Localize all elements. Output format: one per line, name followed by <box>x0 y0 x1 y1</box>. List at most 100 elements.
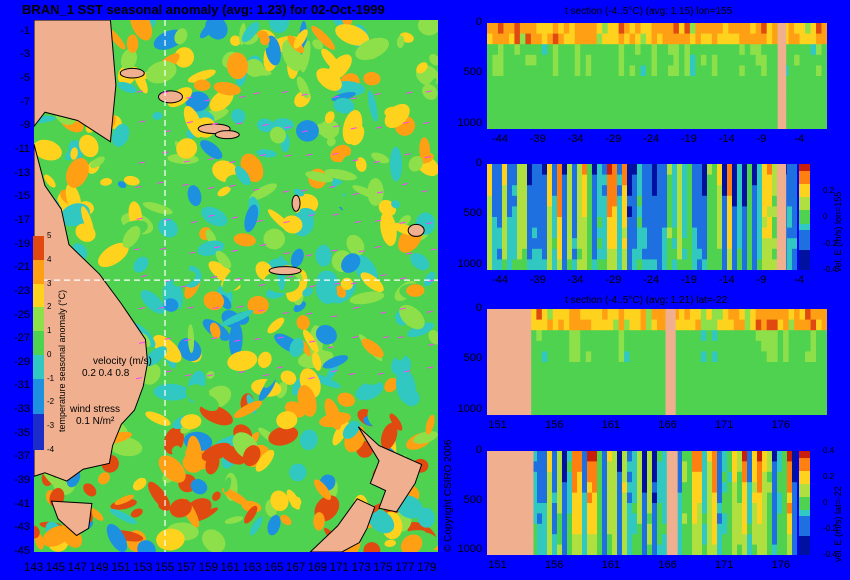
section-cell <box>547 23 554 35</box>
section-cell <box>816 309 823 321</box>
anomaly-cell <box>312 352 322 371</box>
map-x-tick: 165 <box>264 562 284 574</box>
section-cell <box>503 65 510 77</box>
colorbar-segment <box>799 183 810 191</box>
section-cell <box>772 404 779 415</box>
section-cell <box>567 534 573 546</box>
section-cell <box>629 44 636 56</box>
anomaly-cell <box>359 317 383 336</box>
section-cell <box>732 195 738 207</box>
section-cell <box>557 492 563 504</box>
section-cell <box>702 482 708 494</box>
section-cell <box>700 76 707 88</box>
section-cell <box>607 23 614 35</box>
section-cell <box>591 107 598 119</box>
section-cell <box>750 118 757 129</box>
section-cell <box>607 174 613 186</box>
section-cell <box>805 33 812 45</box>
section-cell <box>622 451 628 462</box>
colorbar-segment <box>799 263 810 270</box>
section-cell <box>612 185 618 197</box>
section-cell <box>722 362 729 374</box>
section-cell <box>640 372 647 384</box>
section-cell <box>577 451 583 462</box>
section-cell <box>727 503 733 514</box>
section-cell <box>657 23 664 35</box>
section-cell <box>777 393 784 405</box>
anomaly-cell <box>363 71 381 86</box>
section-cell <box>728 383 735 395</box>
section-cell <box>752 185 758 197</box>
section-cell <box>527 217 533 229</box>
section-cell <box>792 534 797 546</box>
section-cell <box>632 451 638 462</box>
section-cell <box>757 523 763 535</box>
section-cell <box>702 195 708 207</box>
section-cell <box>783 309 790 321</box>
anomaly-cell <box>366 20 381 29</box>
wind-vector <box>138 307 145 310</box>
section-cell <box>722 107 729 119</box>
section-cell <box>497 217 503 229</box>
island-land <box>268 266 302 276</box>
section-cell <box>657 482 663 494</box>
section-cell <box>695 319 702 331</box>
section-cell <box>574 118 581 129</box>
anomaly-cell <box>267 514 281 536</box>
colorbar-segment <box>799 164 810 171</box>
section-cell <box>541 97 548 109</box>
colorbar-segment <box>799 548 810 555</box>
section-cell <box>552 174 558 186</box>
section-cell <box>772 65 779 77</box>
section-cell <box>547 534 553 546</box>
colorbar-segment <box>33 319 44 331</box>
section-cell <box>627 534 633 546</box>
section-cell <box>821 97 827 109</box>
section-cell <box>635 351 642 363</box>
section-cell <box>697 238 703 250</box>
section-cell <box>673 404 680 415</box>
section-cell <box>519 86 526 98</box>
section-cell <box>772 319 779 331</box>
anomaly-cell <box>315 324 337 345</box>
section-cell <box>792 227 797 239</box>
section-cell <box>642 206 648 218</box>
section-cell <box>687 259 693 270</box>
section-cell <box>732 164 738 176</box>
section-cell <box>585 404 592 415</box>
section-cell <box>772 118 779 129</box>
section-cell <box>787 513 793 525</box>
section-cell <box>651 33 658 45</box>
section-cell <box>558 23 565 35</box>
section-cell <box>673 330 680 342</box>
section-cell <box>722 372 729 384</box>
section-cell <box>747 461 753 473</box>
section-cell <box>788 404 795 415</box>
section-cell <box>596 404 603 415</box>
section-cell <box>507 227 513 239</box>
anomaly-cell <box>220 309 254 327</box>
section-cell <box>689 351 696 363</box>
wind-vector <box>157 181 164 184</box>
section-cell <box>810 23 817 35</box>
section-cell <box>602 451 608 462</box>
section-cell <box>536 340 543 352</box>
section-cell <box>689 372 696 384</box>
section-cell <box>788 33 795 45</box>
section-cell <box>700 330 707 342</box>
wind-vector <box>276 366 283 369</box>
section-cell <box>557 206 563 218</box>
section-cell <box>647 534 653 546</box>
anomaly-cell <box>42 525 71 547</box>
section-cell <box>607 248 613 260</box>
section-cell <box>558 393 565 405</box>
section-cell <box>766 107 773 119</box>
anomaly-cell <box>88 197 117 224</box>
wind-vector <box>352 336 359 339</box>
section-cell <box>792 259 797 270</box>
section-cell <box>733 97 740 109</box>
section-cell <box>525 33 532 45</box>
section-cell <box>502 174 508 186</box>
section-cell <box>580 118 587 129</box>
section-cell <box>607 97 614 109</box>
